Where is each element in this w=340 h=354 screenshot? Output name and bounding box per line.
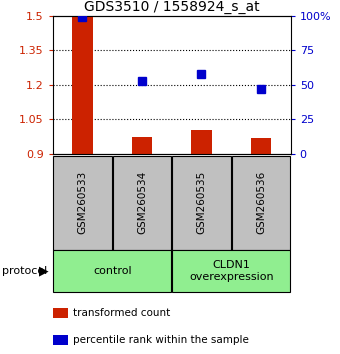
Text: GSM260534: GSM260534 bbox=[137, 171, 147, 234]
Text: GSM260536: GSM260536 bbox=[256, 171, 266, 234]
Text: ▶: ▶ bbox=[39, 265, 49, 278]
Bar bbox=[72, 17, 93, 154]
Bar bbox=[132, 137, 152, 154]
Title: GDS3510 / 1558924_s_at: GDS3510 / 1558924_s_at bbox=[84, 0, 259, 13]
Text: CLDN1
overexpression: CLDN1 overexpression bbox=[189, 260, 273, 282]
Text: GSM260535: GSM260535 bbox=[197, 171, 206, 234]
Text: GSM260533: GSM260533 bbox=[78, 171, 87, 234]
Text: transformed count: transformed count bbox=[73, 308, 170, 318]
Bar bbox=[251, 138, 271, 154]
Text: protocol: protocol bbox=[2, 266, 47, 276]
Text: percentile rank within the sample: percentile rank within the sample bbox=[73, 335, 249, 345]
Text: control: control bbox=[93, 266, 132, 276]
Bar bbox=[191, 130, 212, 154]
